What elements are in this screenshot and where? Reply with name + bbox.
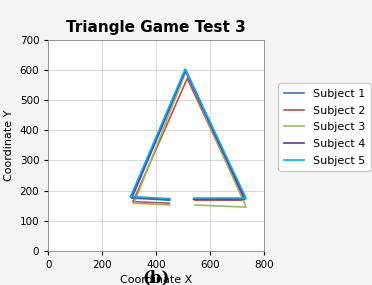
Line: Subject 2: Subject 2 (133, 202, 169, 203)
Subject 4 (167, 198, 171, 201)
Y-axis label: Coordinate Y: Coordinate Y (4, 110, 14, 181)
Subject 2 (167, 201, 171, 205)
Line: Subject 5: Subject 5 (131, 197, 170, 199)
Subject 4 (129, 196, 134, 199)
Subject 1 (167, 198, 172, 202)
Subject 3 (132, 201, 137, 205)
Line: Subject 1: Subject 1 (132, 198, 170, 200)
Title: Triangle Game Test 3: Triangle Game Test 3 (66, 20, 246, 34)
Subject 5 (128, 195, 133, 198)
Line: Subject 4: Subject 4 (131, 197, 169, 200)
X-axis label: Coordinate X: Coordinate X (120, 275, 192, 285)
Legend: Subject 1, Subject 2, Subject 3, Subject 4, Subject 5: Subject 1, Subject 2, Subject 3, Subject… (278, 84, 371, 171)
Text: (b): (b) (142, 269, 170, 285)
Subject 2 (131, 200, 135, 203)
Subject 5 (168, 197, 173, 200)
Line: Subject 3: Subject 3 (134, 203, 170, 205)
Subject 1 (130, 196, 134, 200)
Subject 3 (167, 203, 172, 207)
